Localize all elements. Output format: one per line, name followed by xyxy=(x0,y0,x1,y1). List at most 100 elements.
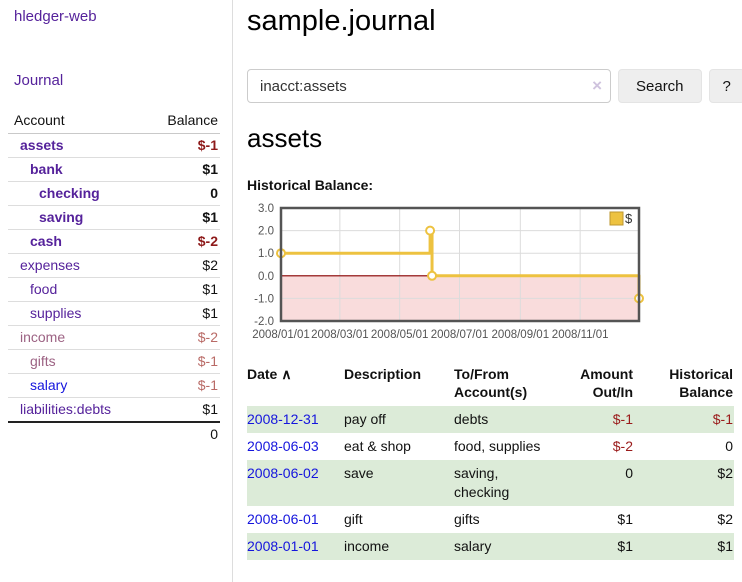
balance-column-header: Balance xyxy=(150,108,220,134)
svg-text:3.0: 3.0 xyxy=(258,203,274,215)
sidebar-item-journal[interactable]: Journal xyxy=(14,72,64,89)
register-row: 2008-06-03 eat & shop food, supplies $-2… xyxy=(247,433,734,460)
transaction-description: gift xyxy=(344,511,363,527)
main-content: sample.journal × Search ? assets Histori… xyxy=(233,0,742,582)
account-row: bank $1 xyxy=(8,157,220,182)
account-balance: $1 xyxy=(150,205,220,230)
transaction-balance: $2 xyxy=(717,465,733,481)
register-header-row: Date ∧ Description To/From Account(s) Amo… xyxy=(247,361,734,406)
account-row: salary $-1 xyxy=(8,373,220,398)
svg-text:0.0: 0.0 xyxy=(258,271,274,283)
account-heading: assets xyxy=(247,123,323,153)
account-link-cash[interactable]: cash xyxy=(30,233,62,249)
search-form: × Search ? xyxy=(247,69,742,103)
account-balance: $-1 xyxy=(150,349,220,374)
accounts-column-header: To/From Account(s) xyxy=(454,366,528,400)
search-input[interactable] xyxy=(247,69,611,103)
account-balance: $1 xyxy=(150,277,220,302)
account-row: expenses $2 xyxy=(8,253,220,278)
sidebar: hledger-web Journal Account Balance asse… xyxy=(0,0,233,582)
app-title-link[interactable]: hledger-web xyxy=(14,8,97,25)
account-link-bank[interactable]: bank xyxy=(30,161,63,177)
transaction-description: income xyxy=(344,538,390,554)
transaction-accounts: debts xyxy=(454,411,489,427)
transaction-date-link[interactable]: 2008-01-01 xyxy=(247,538,319,554)
register-row: 2008-01-01 income salary $1 $1 xyxy=(247,533,734,560)
svg-text:2008/05/01: 2008/05/01 xyxy=(371,329,429,341)
account-link-assets[interactable]: assets xyxy=(20,137,64,153)
register-row: 2008-12-31 pay off debts $-1 $-1 xyxy=(247,406,734,433)
account-balance: $-1 xyxy=(150,373,220,398)
help-button[interactable]: ? xyxy=(708,69,742,103)
account-row: assets $-1 xyxy=(8,134,220,158)
svg-text:$: $ xyxy=(625,211,633,226)
transaction-accounts: gifts xyxy=(454,511,480,527)
transaction-balance: $1 xyxy=(717,538,733,554)
account-link-supplies[interactable]: supplies xyxy=(30,305,82,321)
date-header-label: Date xyxy=(247,366,278,382)
register-row: 2008-06-01 gift gifts $1 $2 xyxy=(247,506,734,533)
account-link-saving[interactable]: saving xyxy=(39,209,84,225)
balance-column-header: Historical Balance xyxy=(669,366,733,400)
svg-text:2.0: 2.0 xyxy=(258,226,274,238)
register-table: Date ∧ Description To/From Account(s) Amo… xyxy=(247,361,734,560)
account-link-gifts[interactable]: gifts xyxy=(30,353,56,369)
account-row: checking 0 xyxy=(8,181,220,206)
transaction-balance: 0 xyxy=(725,438,733,454)
clear-search-icon[interactable]: × xyxy=(592,76,602,95)
svg-text:-2.0: -2.0 xyxy=(254,316,274,328)
account-balance: $2 xyxy=(150,253,220,278)
transaction-amount: $1 xyxy=(617,538,633,554)
account-balance: $1 xyxy=(150,157,220,182)
date-column-header[interactable]: Date ∧ xyxy=(247,361,344,406)
account-row: saving $1 xyxy=(8,205,220,230)
transaction-balance: $2 xyxy=(717,511,733,527)
account-balance: $-1 xyxy=(197,137,218,153)
account-row: cash $-2 xyxy=(8,229,220,254)
account-balance: $1 xyxy=(150,397,220,422)
svg-text:2008/11/01: 2008/11/01 xyxy=(552,329,609,341)
account-link-liabilities-debts[interactable]: liabilities:debts xyxy=(20,401,112,417)
account-row: gifts $-1 xyxy=(8,349,220,374)
account-link-income[interactable]: income xyxy=(20,329,66,345)
account-link-food[interactable]: food xyxy=(30,281,58,297)
account-balance: $1 xyxy=(150,301,220,326)
page-title: sample.journal xyxy=(247,5,436,37)
svg-text:1.0: 1.0 xyxy=(258,248,274,260)
transaction-date-link[interactable]: 2008-06-01 xyxy=(247,511,319,527)
transaction-date-link[interactable]: 2008-06-03 xyxy=(247,438,319,454)
transaction-date-link[interactable]: 2008-12-31 xyxy=(247,411,319,427)
search-button[interactable]: Search xyxy=(618,69,702,103)
account-row: liabilities:debts $1 xyxy=(8,397,220,422)
svg-text:2008/01/01: 2008/01/01 xyxy=(252,329,310,341)
svg-text:2008/03/01: 2008/03/01 xyxy=(311,329,369,341)
account-row: income $-2 xyxy=(8,325,220,350)
transaction-date-link[interactable]: 2008-06-02 xyxy=(247,465,319,481)
account-link-expenses[interactable]: expenses xyxy=(20,257,80,273)
account-link-salary[interactable]: salary xyxy=(30,377,68,393)
svg-text:2008/07/01: 2008/07/01 xyxy=(431,329,489,341)
accounts-table-header: Account Balance xyxy=(8,108,220,134)
svg-text:2008/09/01: 2008/09/01 xyxy=(492,329,550,341)
amount-column-header: Amount Out/In xyxy=(580,366,633,400)
svg-text:-1.0: -1.0 xyxy=(254,293,274,305)
transaction-description: pay off xyxy=(344,411,386,427)
accounts-total-balance: 0 xyxy=(150,421,220,446)
account-link-checking[interactable]: checking xyxy=(39,185,100,201)
app-title: hledger-web xyxy=(14,8,232,25)
transaction-amount: $-2 xyxy=(612,438,633,454)
account-balance: $-2 xyxy=(150,325,220,350)
transaction-description: eat & shop xyxy=(344,438,411,454)
transaction-amount: $-1 xyxy=(612,411,633,427)
transaction-balance: $-1 xyxy=(712,411,733,427)
register-row: 2008-06-02 save saving, checking 0 $2 xyxy=(247,460,734,506)
account-row: supplies $1 xyxy=(8,301,220,326)
account-balance: $-2 xyxy=(150,229,220,254)
transaction-amount: 0 xyxy=(625,465,633,481)
transaction-description: save xyxy=(344,465,374,481)
transaction-accounts: saving, checking xyxy=(454,465,510,500)
account-row: food $1 xyxy=(8,277,220,302)
search-box: × xyxy=(247,69,611,103)
